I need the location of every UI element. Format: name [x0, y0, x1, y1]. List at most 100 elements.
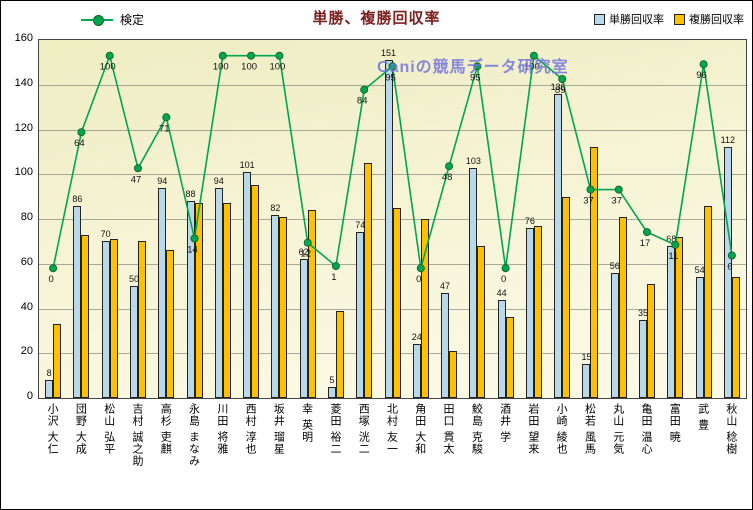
bar-fukusho	[477, 245, 486, 398]
kentei-value-label: 96	[696, 70, 707, 81]
y-axis-label: 140	[14, 76, 33, 89]
bar-value-label: 47	[440, 280, 451, 291]
bar-tansho	[356, 232, 365, 398]
legend-fukusho: 複勝回収率	[674, 11, 744, 27]
kentei-point	[275, 51, 284, 60]
bar-fukusho	[279, 216, 288, 398]
bar-value-label: 15	[581, 352, 592, 363]
x-axis-label: 川田 将雅	[215, 403, 228, 456]
legend-kentei: 検定	[81, 11, 144, 28]
bar-tansho	[101, 241, 110, 398]
bar-tansho	[441, 292, 450, 398]
y-axis-label: 160	[14, 32, 33, 44]
x-axis-label: 菱田 裕二	[328, 403, 341, 456]
bar-fukusho	[392, 207, 401, 398]
y-axis-label: 0	[26, 390, 33, 402]
chart-title: 単勝、複勝回収率	[312, 10, 441, 27]
y-axis-label: 120	[14, 121, 33, 134]
x-axis-label: 松山 弘平	[102, 403, 115, 456]
bar-fukusho	[251, 185, 260, 398]
bar-fukusho	[194, 203, 203, 398]
bar-tansho	[582, 364, 591, 398]
legend-bars: 単勝回収率 複勝回収率	[594, 11, 744, 27]
bar-value-label: 101	[239, 160, 255, 170]
x-axis-label: 西村 淳也	[244, 403, 257, 456]
bar-value-label: 94	[213, 175, 224, 186]
gridline	[39, 174, 746, 176]
x-axis-label: 秋山 稔樹	[724, 403, 737, 456]
x-axis-label: 丸山 元気	[611, 403, 624, 456]
kentei-value-label: 84	[357, 96, 368, 107]
x-axis-label: 岩田 望来	[526, 403, 539, 456]
kentei-value-label: 64	[74, 138, 85, 149]
kentei-point	[445, 162, 454, 171]
bar-tansho	[525, 227, 534, 398]
x-axis-label: 小崎 綾也	[555, 403, 568, 456]
gridline	[39, 84, 746, 86]
plot-area: 8 86 70 50 94 88 94 101 82 62 5 74 15 1 24 47 103 44 76 136…	[38, 39, 747, 399]
kentei-value-label: 100	[213, 62, 229, 73]
kentei-point	[501, 264, 510, 273]
y-axis-label: 80	[20, 211, 33, 223]
kentei-point	[247, 51, 256, 60]
x-axis-label: 団野 大成	[74, 403, 87, 456]
x-axis-label: 鮫島 克駿	[470, 403, 483, 456]
bar-fukusho	[703, 205, 712, 398]
kentei-point	[218, 51, 227, 60]
legend-tansho: 単勝回収率	[594, 11, 664, 27]
kentei-value-label: 1	[331, 272, 336, 283]
x-axis-label: 角田 大和	[413, 403, 426, 456]
x-axis-label: 高杉 吏麒	[159, 403, 172, 456]
kentei-point	[134, 164, 143, 173]
kentei-value-label: 0	[501, 274, 506, 285]
kentei-value-label: 100	[241, 62, 257, 73]
bar-tansho	[412, 344, 421, 398]
bar-value-label: 5	[329, 374, 335, 385]
bar-tansho	[723, 147, 732, 398]
bar-tansho	[667, 245, 676, 398]
bar-fukusho	[307, 210, 316, 398]
bar-value-label: 88	[185, 189, 196, 200]
bar-tansho	[554, 93, 563, 398]
bar-tansho	[186, 201, 195, 398]
bar-value-label: 68	[666, 233, 677, 244]
legend-tansho-label: 単勝回収率	[609, 14, 664, 26]
bar-fukusho	[533, 225, 542, 398]
bar-fukusho	[618, 216, 627, 398]
bar-value-label: 70	[100, 229, 111, 240]
kentei-point	[643, 228, 652, 237]
bar-tansho	[129, 286, 138, 398]
bar-value-label: 54	[694, 265, 705, 276]
kentei-point	[699, 60, 708, 69]
bar-tansho	[384, 60, 393, 398]
x-axis-label: 小沢 大仁	[46, 403, 59, 456]
bar-tansho	[695, 277, 704, 398]
bar-fukusho	[109, 239, 118, 398]
bar-fukusho	[222, 203, 231, 398]
fukusho-swatch-icon	[674, 13, 685, 25]
legend-kentei-label: 検定	[120, 13, 145, 27]
bar-tansho	[469, 167, 478, 398]
bar-fukusho	[53, 324, 62, 398]
kentei-dot-icon	[93, 14, 104, 26]
x-axis-label: 武 豊	[696, 403, 709, 432]
kentei-point	[614, 185, 623, 194]
kentei-value-label: 0	[48, 274, 53, 285]
bar-tansho	[243, 172, 252, 398]
x-axis-label: 幸 英明	[300, 403, 313, 444]
bar-value-label: 62	[298, 247, 309, 258]
x-axis-label: 富田 暁	[668, 403, 681, 444]
x-axis-label: 亀田 温心	[640, 403, 653, 456]
bar-tansho	[639, 319, 648, 398]
bar-tansho	[271, 214, 280, 398]
kentei-point	[49, 264, 58, 273]
legend-fukusho-label: 複勝回収率	[689, 14, 744, 26]
bar-value-label: 8	[46, 368, 52, 379]
kentei-line-swatch	[81, 14, 113, 26]
bar-fukusho	[449, 351, 458, 398]
bar-value-label: 76	[524, 215, 535, 226]
bar-value-label: 50	[128, 274, 139, 285]
bar-tansho	[158, 187, 167, 398]
bar-tansho	[497, 299, 506, 398]
